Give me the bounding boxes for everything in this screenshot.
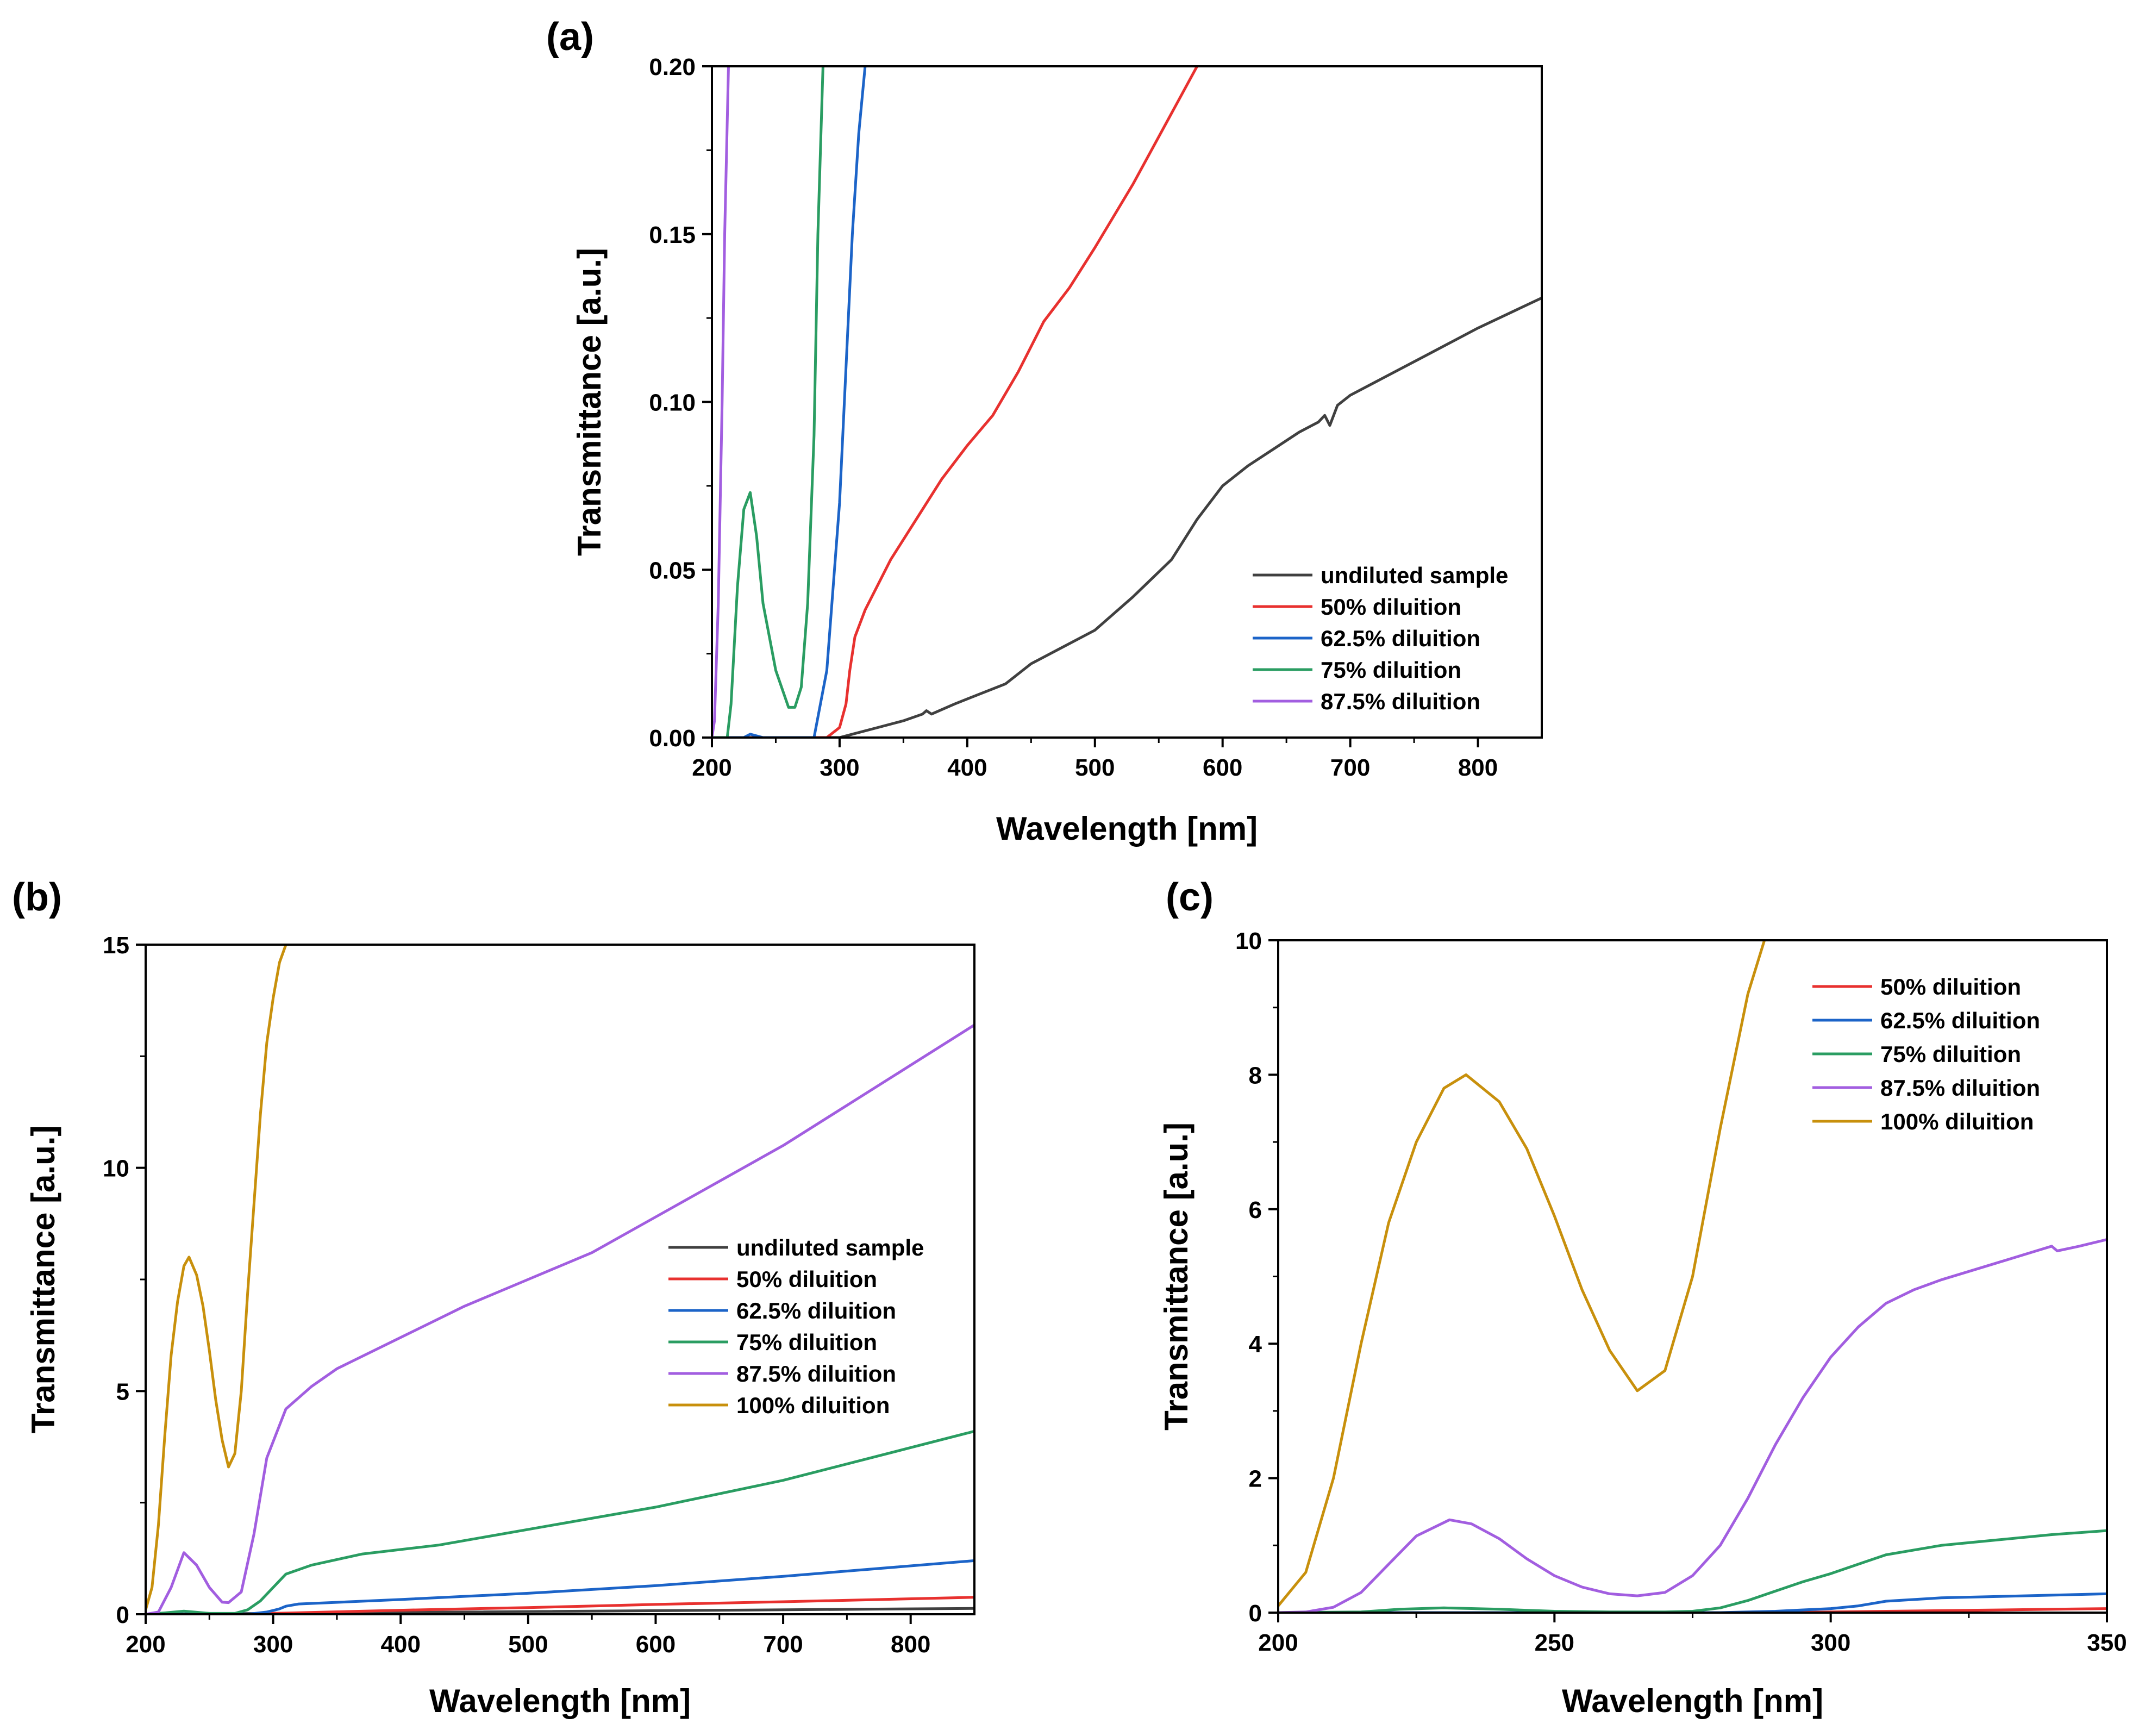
- x-tick-label: 800: [891, 1631, 930, 1658]
- panel-b: 200 300 400 500 600 700 800 0 5 10 15 Wavelength [n…: [12, 876, 975, 1719]
- legend-entry: 87.5% diluition: [1321, 689, 1480, 714]
- legend-entry: 62.5% diluition: [1321, 626, 1480, 651]
- panel-label: (b): [12, 876, 62, 919]
- x-tick-label: 700: [1330, 754, 1370, 781]
- series-line-undiluted-sample: [712, 296, 1542, 738]
- y-tick-label: 10: [103, 1156, 129, 1182]
- y-tick-label: 0.10: [649, 390, 696, 416]
- y-tick-label: 2: [1249, 1466, 1262, 1493]
- x-tick-label: 200: [692, 754, 731, 781]
- y-tick-label: 8: [1249, 1062, 1262, 1089]
- y-axis-title: Transmittance [a.u.]: [571, 248, 608, 556]
- x-tick-label: 400: [381, 1631, 421, 1658]
- legend-entry: 100% diluition: [736, 1392, 890, 1418]
- panel-label: (a): [546, 15, 594, 59]
- y-tick-label: 6: [1249, 1197, 1262, 1223]
- y-tick-label: 15: [103, 932, 129, 959]
- y-tick-label: 0: [1249, 1600, 1262, 1627]
- series-line-75-diluition: [146, 1429, 974, 1614]
- series-line-75-diluition: [1278, 1529, 2107, 1613]
- x-tick-label: 600: [1203, 754, 1242, 781]
- x-tick-label: 200: [1258, 1629, 1298, 1656]
- series-line-62-5-diluition: [712, 66, 867, 738]
- x-tick-label: 500: [1075, 754, 1115, 781]
- legend-entry: 75% diluition: [736, 1329, 877, 1355]
- series-line-100-diluition: [1278, 940, 1766, 1608]
- y-axis-title: Transmittance [a.u.]: [25, 1126, 61, 1434]
- y-tick-label: 4: [1249, 1331, 1262, 1358]
- x-tick-label: 700: [763, 1631, 803, 1658]
- legend-entry: 87.5% diluition: [1880, 1075, 2040, 1101]
- y-axis-title: Transmittance [a.u.]: [1158, 1122, 1195, 1431]
- x-axis-title: Wavelength [nm]: [996, 810, 1258, 847]
- panel-label: (c): [1166, 876, 1214, 919]
- y-tick-label: 0.00: [649, 725, 696, 752]
- legend: undiluted sample 50% diluition 62.5% dilui…: [668, 1235, 924, 1418]
- legend: undiluted sample 50% diluition 62.5% dilui…: [1253, 563, 1508, 714]
- legend-entry: 50% diluition: [1321, 594, 1461, 620]
- series-group: [712, 66, 1542, 738]
- panel-a: 200 300 400 500 600 700 800 0.00 0.05 0.10 0.15 0.2…: [546, 15, 1543, 847]
- legend-entry: 50% diluition: [1880, 974, 2021, 1000]
- legend-entry: 75% diluition: [1880, 1041, 2021, 1067]
- x-tick-label: 350: [2087, 1629, 2127, 1656]
- x-axis-title: Wavelength [nm]: [429, 1683, 691, 1719]
- legend-entry: undiluted sample: [1321, 563, 1508, 588]
- legend-entry: 62.5% diluition: [736, 1298, 896, 1323]
- y-tick-label: 10: [1235, 928, 1262, 954]
- series-line-50-diluition: [712, 66, 1199, 738]
- legend-entry: 50% diluition: [736, 1266, 877, 1292]
- series-line-87-5-diluition: [712, 66, 730, 738]
- x-tick-label: 800: [1458, 754, 1498, 781]
- legend-entry: 87.5% diluition: [736, 1361, 896, 1387]
- legend-entry: 62.5% diluition: [1880, 1008, 2040, 1033]
- x-tick-label: 200: [126, 1631, 165, 1658]
- y-tick-label: 0.20: [649, 54, 696, 80]
- legend-entry: 75% diluition: [1321, 657, 1461, 683]
- panel-c: 200 250 300 350 0 2 4 6 8 10 Wavelength [nm] Transm…: [1158, 876, 2127, 1719]
- series-line-62-5-diluition: [146, 1559, 974, 1614]
- series-line-100-diluition: [146, 945, 287, 1612]
- legend-entry: 100% diluition: [1880, 1109, 2034, 1134]
- x-tick-label: 300: [253, 1631, 293, 1658]
- legend-entry: undiluted sample: [736, 1235, 924, 1260]
- y-tick-label: 5: [116, 1378, 129, 1405]
- y-tick-label: 0.15: [649, 222, 696, 248]
- series-line-87-5-diluition: [1278, 1238, 2107, 1613]
- x-tick-label: 300: [820, 754, 859, 781]
- legend: 50% diluition 62.5% diluition 75% diluitio…: [1812, 974, 2040, 1134]
- x-tick-label: 600: [636, 1631, 676, 1658]
- x-tick-label: 300: [1811, 1629, 1850, 1656]
- x-tick-label: 500: [508, 1631, 548, 1658]
- series-line-75-diluition: [712, 66, 824, 738]
- x-tick-label: 400: [947, 754, 987, 781]
- x-axis-title: Wavelength [nm]: [1562, 1683, 1823, 1719]
- y-tick-label: 0: [116, 1602, 129, 1628]
- series-line-87-5-diluition: [146, 1023, 974, 1614]
- y-tick-label: 0.05: [649, 557, 696, 584]
- x-tick-label: 250: [1535, 1629, 1574, 1656]
